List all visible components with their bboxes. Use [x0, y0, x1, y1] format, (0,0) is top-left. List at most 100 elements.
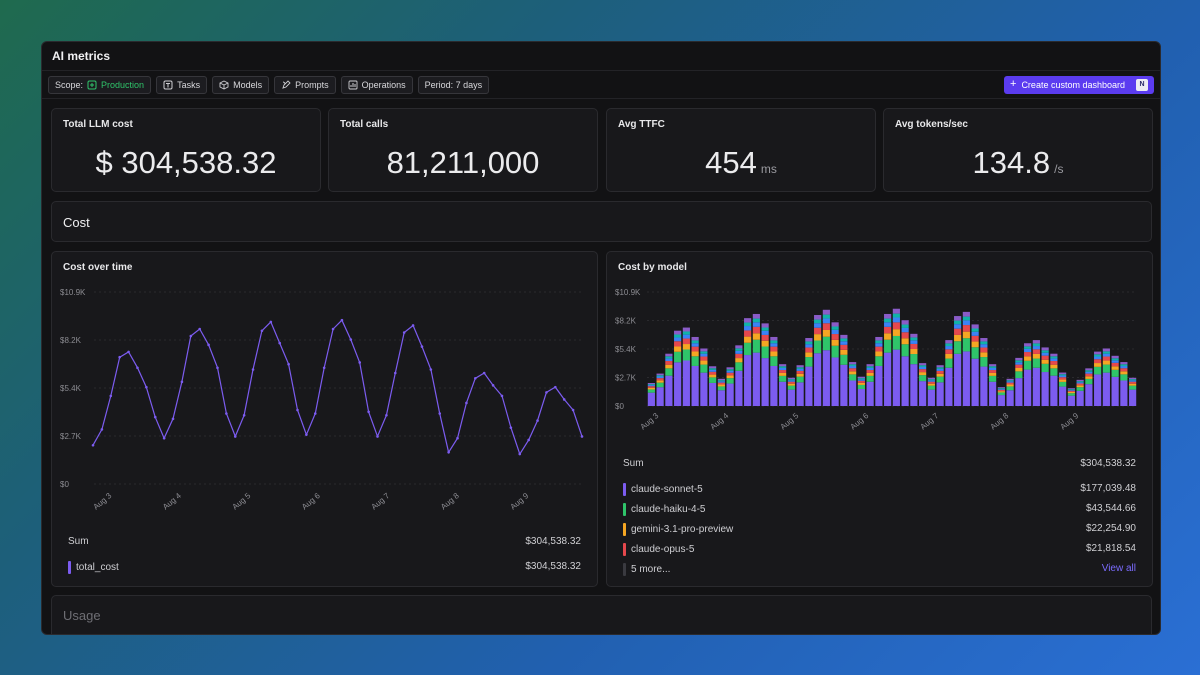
bar-segment: [892, 317, 900, 323]
bar-segment: [1067, 390, 1075, 392]
kpi-total-calls: Total calls 81,211,000: [328, 108, 598, 192]
view-all-link[interactable]: View all: [1101, 563, 1136, 574]
bar-segment: [691, 343, 699, 347]
bar-segment: [814, 319, 822, 324]
bar-segment: [779, 367, 787, 371]
bar-segment: [1059, 377, 1067, 380]
create-custom-dashboard-button[interactable]: + Create custom dashboard N: [1004, 75, 1154, 94]
pen-icon: [282, 79, 291, 89]
bar-segment: [875, 343, 883, 347]
bar-segment: [866, 372, 874, 376]
bar-segment: [997, 395, 1005, 406]
bar-segment: [997, 388, 1005, 389]
legend-swatch: [623, 503, 626, 516]
x-tick-label: Aug 5: [779, 411, 801, 432]
sum-label: Sum: [68, 536, 89, 547]
bar-segment: [997, 388, 1005, 390]
bar-segment: [735, 362, 743, 371]
data-point: [402, 331, 406, 334]
bar-segment: [1067, 391, 1075, 394]
bar-segment: [875, 351, 883, 357]
bar-segment: [805, 341, 813, 345]
data-point: [100, 428, 104, 431]
usage-section-header[interactable]: Usage: [51, 595, 1152, 634]
bar-segment: [787, 389, 795, 406]
bar-segment: [954, 341, 962, 354]
bar-segment: [805, 352, 813, 358]
period-filter[interactable]: Period: 7 days: [417, 75, 490, 94]
scope-filter[interactable]: Scope: Production: [48, 75, 152, 94]
kpi-unit: ms: [760, 162, 777, 176]
bar-segment: [866, 366, 874, 368]
legend-item-gemini-3-1-pro-preview[interactable]: gemini-3.1-pro-preview $22,254.90: [623, 523, 1136, 536]
bar-segment: [997, 391, 1005, 393]
bar-segment: [849, 374, 857, 381]
bar-segment: [691, 340, 699, 344]
bar-segment: [989, 375, 997, 382]
bar-segment: [752, 313, 760, 319]
y-tick-label: $8.2K: [60, 336, 82, 345]
bar-segment: [1129, 381, 1137, 384]
bar-segment: [1094, 363, 1102, 367]
sum-value: $304,538.32: [1080, 458, 1136, 469]
legend-name: gemini-3.1-pro-preview: [631, 524, 734, 535]
x-tick-label: Aug 7: [919, 411, 941, 432]
bar-segment: [1050, 375, 1058, 406]
bar-segment: [709, 366, 717, 369]
prompts-filter[interactable]: Prompts: [274, 75, 336, 94]
bar-segment: [892, 329, 900, 336]
legend-item-claude-haiku-4-5[interactable]: claude-haiku-4-5 $43,544.66: [623, 503, 1136, 516]
bar-segment: [709, 368, 717, 370]
bar-segment: [875, 346, 883, 352]
data-point: [500, 394, 504, 398]
legend-item-claude-opus-5[interactable]: claude-opus-5 $21,818.54: [623, 543, 1136, 556]
bar-segment: [1129, 377, 1137, 380]
operations-filter[interactable]: Operations: [340, 75, 413, 94]
more-models-label[interactable]: 5 more...: [631, 564, 671, 575]
legend-item-claude-sonnet-5[interactable]: claude-sonnet-5 $177,039.48: [623, 483, 1136, 496]
bar-segment: [1032, 353, 1040, 359]
cost-section-header[interactable]: Cost: [51, 201, 1152, 242]
bar-segment: [962, 320, 970, 326]
bar-segment: [866, 381, 874, 406]
bar-segment: [1120, 374, 1128, 381]
bar-segment: [866, 367, 874, 371]
bar-segment: [805, 347, 813, 353]
bar-segment: [779, 375, 787, 382]
bar-segment: [1032, 349, 1040, 354]
data-point: [118, 355, 121, 359]
bar-segment: [1059, 379, 1067, 382]
bar-segment: [735, 348, 743, 351]
bar-segment: [1059, 375, 1067, 378]
bar-segment: [787, 379, 795, 381]
data-point: [536, 419, 539, 422]
models-filter[interactable]: Models: [212, 75, 270, 94]
legend-value: $21,818.54: [1085, 543, 1136, 554]
bar-segment: [656, 376, 664, 379]
bar-segment: [682, 334, 690, 339]
sum-row: Sum $304,538.32: [623, 458, 1136, 469]
bar-segment: [1024, 360, 1032, 370]
bar-segment: [726, 372, 734, 376]
bar-segment: [1102, 351, 1110, 354]
bar-segment: [717, 384, 725, 387]
bar-segment: [936, 373, 944, 377]
bar-segment: [770, 343, 778, 347]
legend-item-total-cost[interactable]: total_cost $304,538.32: [68, 561, 581, 574]
data-point: [269, 320, 273, 324]
data-point: [545, 391, 548, 394]
bar-segment: [1032, 367, 1040, 406]
bar-segment: [726, 375, 734, 379]
bar-segment: [1129, 389, 1137, 406]
bar-segment: [849, 362, 857, 365]
bar-segment: [884, 326, 892, 334]
titlebar: AI metrics: [42, 42, 1160, 71]
bar-segment: [892, 349, 900, 406]
bar-segment: [892, 335, 900, 350]
scope-label: Scope:: [55, 79, 84, 90]
bar-segment: [726, 369, 734, 371]
tasks-filter[interactable]: Tasks: [156, 75, 208, 94]
bar-segment: [936, 365, 944, 368]
data-point: [438, 412, 442, 415]
data-point: [447, 450, 450, 454]
